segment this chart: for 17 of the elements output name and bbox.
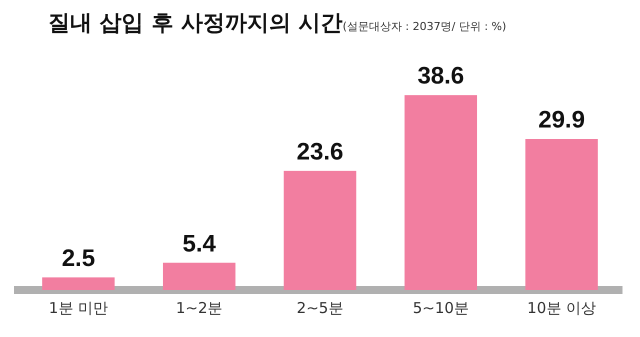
x-tick-label: 1~2분	[176, 298, 223, 317]
bar	[525, 139, 598, 290]
x-tick-label: 1분 미만	[48, 298, 108, 317]
data-label: 23.6	[296, 138, 344, 166]
x-tick-label: 10분 이상	[527, 298, 596, 317]
data-label: 29.9	[538, 106, 585, 134]
x-tick-label: 2~5분	[296, 298, 344, 317]
data-label: 5.4	[182, 230, 217, 258]
chart-subtitle: (설문대상자 : 2037명/ 단위 : %)	[342, 19, 506, 34]
bar	[284, 170, 356, 290]
data-label: 38.6	[417, 62, 464, 90]
chart-title: 질내 삽입 후 사정까지의 시간	[48, 10, 343, 38]
data-label: 2.5	[62, 245, 96, 272]
bar	[162, 262, 236, 290]
bar	[404, 95, 478, 290]
bar	[42, 277, 115, 290]
x-tick-label: 5~10분	[412, 298, 469, 317]
